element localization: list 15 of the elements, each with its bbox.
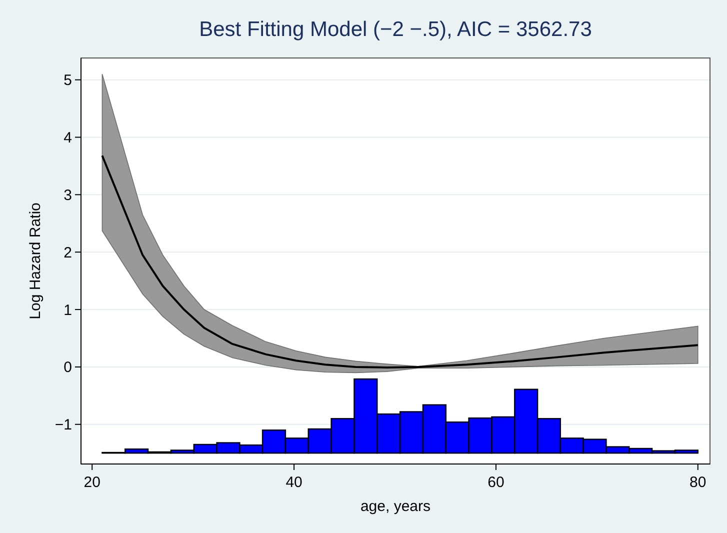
y-axis-title: Log Hazard Ratio xyxy=(27,202,44,320)
y-tick-label: 5 xyxy=(64,72,72,90)
x-tick-label: 80 xyxy=(690,474,706,491)
y-tick-label: 2 xyxy=(64,244,72,262)
chart-title: Best Fitting Model (−2 −.5), AIC = 3562.73 xyxy=(199,18,592,41)
line-series xyxy=(101,154,699,369)
y-tick-label: 1 xyxy=(64,302,72,319)
x-tick-label: 40 xyxy=(286,474,302,491)
y-tick-label: 0 xyxy=(64,359,72,376)
x-axis-title: age, years xyxy=(360,498,431,515)
y-tick-label: 4 xyxy=(64,130,72,146)
y-tick-label: 3 xyxy=(64,186,72,204)
x-tick-label: 60 xyxy=(488,474,504,491)
y-tick-label: −1 xyxy=(54,416,72,434)
x-tick-label: 20 xyxy=(84,474,100,491)
